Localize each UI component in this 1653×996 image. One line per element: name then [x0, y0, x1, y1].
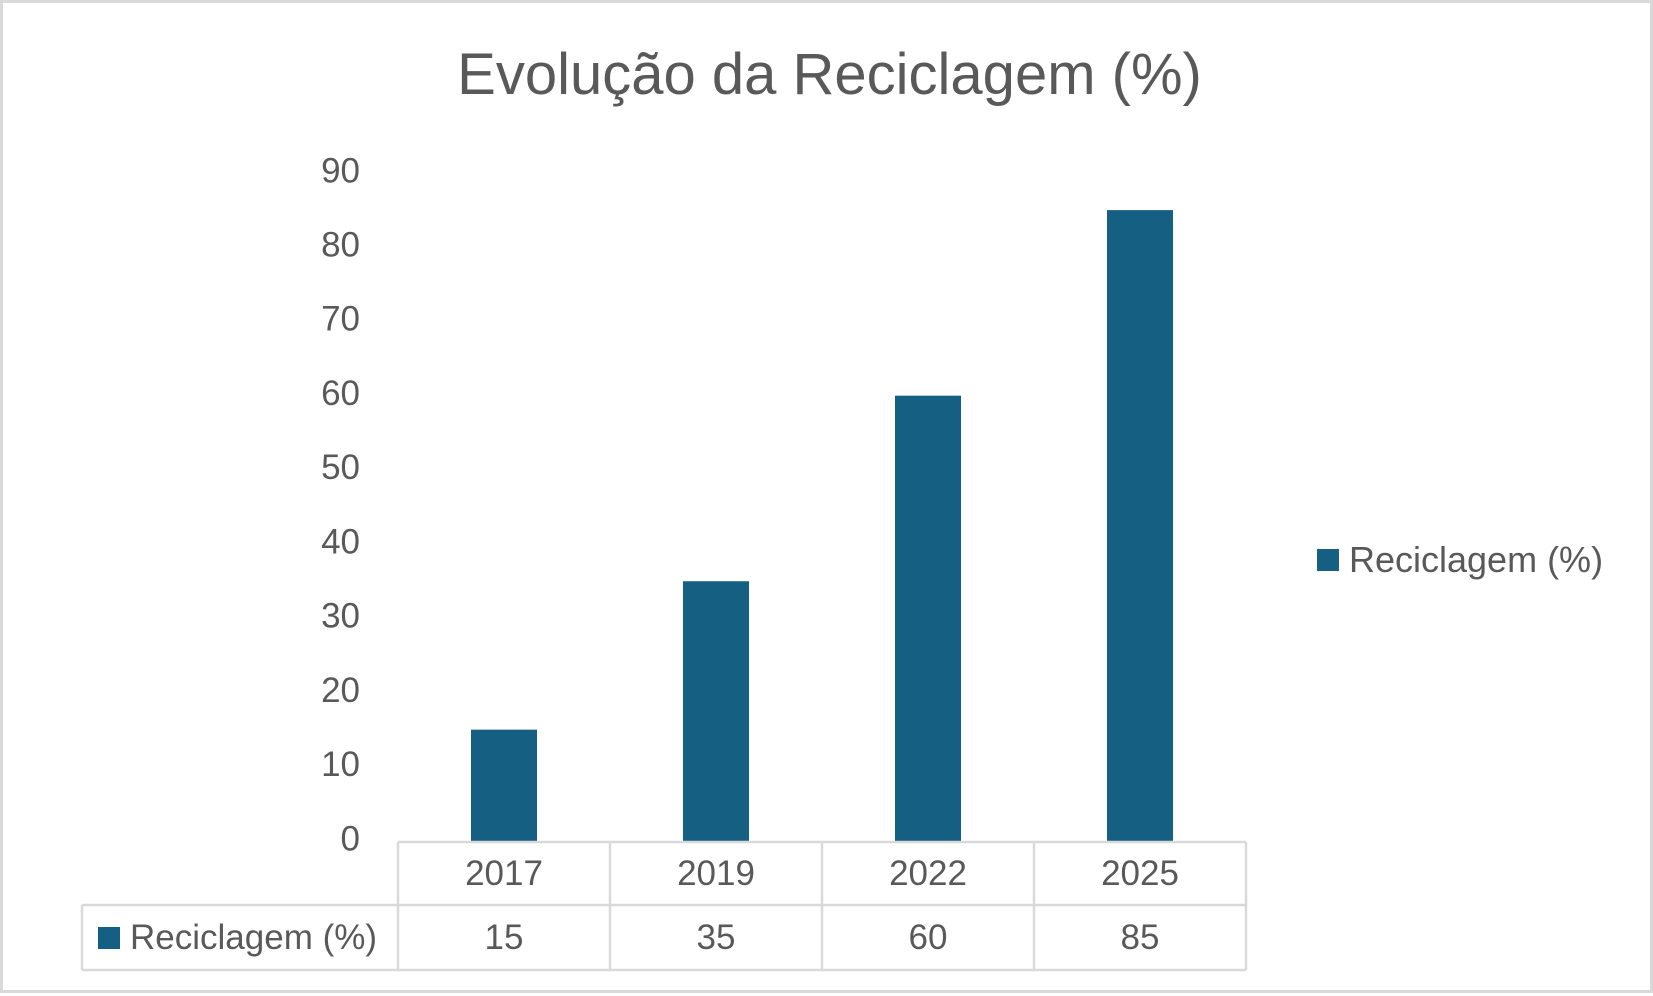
table-series-label: Reciclagem (%): [130, 918, 377, 957]
table-value: 60: [909, 918, 948, 957]
chart-plot: 0 10 20 30 40 50 60 70 80 90 2017 15 2019 35 2022 60 202…: [80, 151, 1248, 972]
y-tick-label: 0: [341, 819, 360, 858]
x-tick-label: 2025: [1101, 854, 1179, 893]
y-tick-label: 10: [321, 745, 360, 784]
chart-title: Evolução da Reciclagem (%): [457, 42, 1202, 107]
y-tick-label: 30: [321, 597, 360, 636]
bar-2019: [683, 581, 749, 841]
x-tick-label: 2022: [889, 854, 967, 893]
y-tick-label: 20: [321, 671, 360, 710]
table-value: 35: [697, 918, 736, 957]
y-tick-label: 60: [321, 374, 360, 413]
bar-2022: [895, 395, 961, 841]
legend: Reciclagem (%): [1317, 539, 1603, 581]
table-series-swatch: [98, 927, 120, 949]
table-value: 85: [1121, 918, 1160, 957]
y-tick-label: 70: [321, 300, 360, 339]
y-tick-label: 90: [321, 151, 360, 190]
y-tick-label: 50: [321, 448, 360, 487]
legend-swatch: [1317, 549, 1339, 571]
bar-2025: [1107, 210, 1173, 842]
x-tick-label: 2017: [465, 854, 543, 893]
table-value: 15: [485, 918, 524, 957]
x-tick-label: 2019: [677, 854, 755, 893]
y-tick-label: 40: [321, 522, 360, 561]
legend-label: Reciclagem (%): [1349, 539, 1604, 580]
bar-2017: [471, 729, 537, 841]
y-tick-label: 80: [321, 225, 360, 264]
